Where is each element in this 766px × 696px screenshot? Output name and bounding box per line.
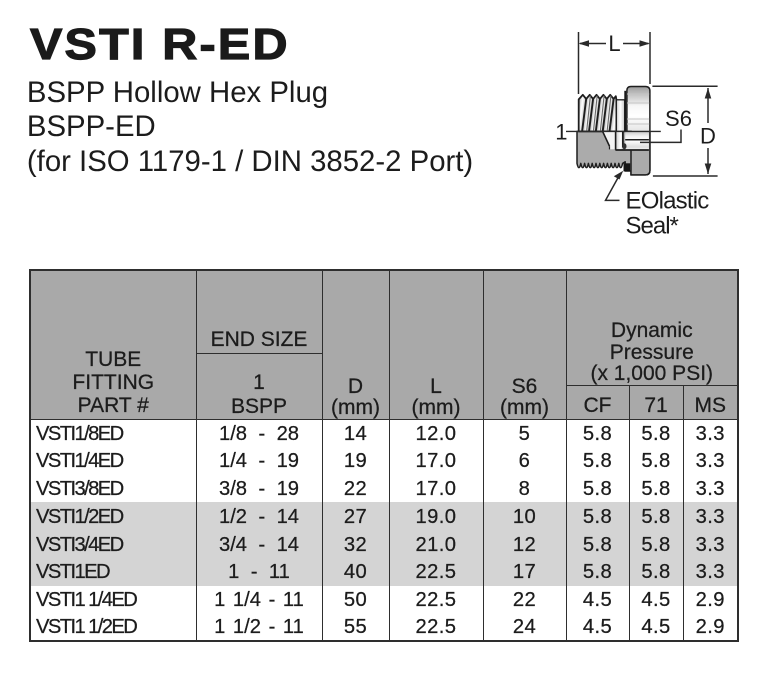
- svg-text:Seal*: Seal*: [626, 213, 679, 240]
- svg-text:D: D: [700, 124, 716, 149]
- svg-text:L: L: [608, 31, 620, 56]
- svg-text:S6: S6: [665, 106, 692, 131]
- svg-text:1: 1: [555, 120, 567, 145]
- svg-text:EOlastic: EOlastic: [626, 188, 710, 215]
